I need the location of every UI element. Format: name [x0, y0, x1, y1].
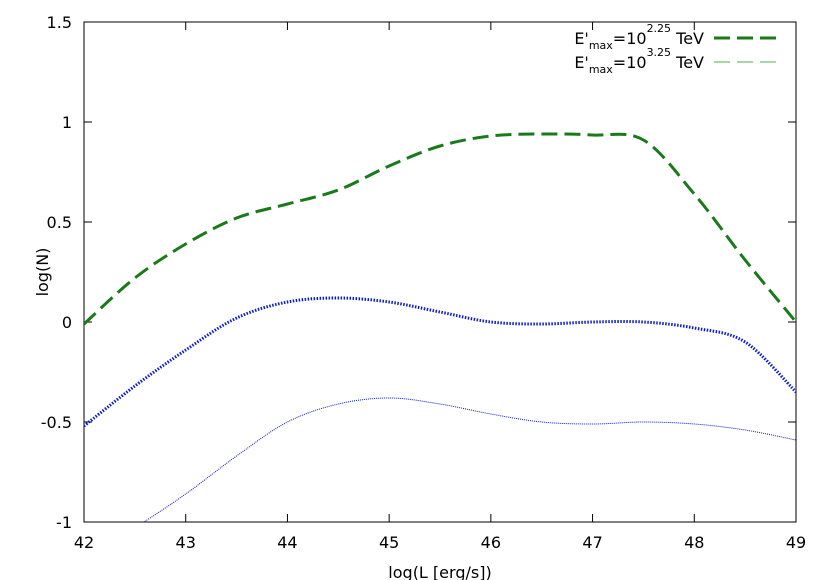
y-tick-label: 0 — [62, 313, 72, 332]
x-tick-label: 43 — [176, 533, 196, 552]
x-tick-label: 42 — [74, 533, 94, 552]
x-tick-label: 49 — [786, 533, 806, 552]
y-tick-label: 0.5 — [47, 213, 72, 232]
legend-label-1: E'max=102.25 TeV — [574, 22, 704, 52]
legend-label-2: E'max=103.25 TeV — [574, 46, 704, 76]
x-axis-title: log(L [erg/s]) — [388, 563, 491, 580]
y-tick-label: 1.5 — [47, 13, 72, 32]
y-tick-label: 1 — [62, 113, 72, 132]
axis-ticks: 42 43 44 45 46 47 48 49 -1 -0.5 0 0.5 1 1.5 — [41, 13, 806, 552]
series-line-2 — [84, 296, 796, 428]
x-tick-label: 47 — [582, 533, 602, 552]
x-tick-label: 48 — [684, 533, 704, 552]
y-axis-title: log(N) — [33, 248, 52, 297]
x-tick-label: 44 — [277, 533, 297, 552]
series-line-3 — [143, 397, 796, 522]
y-tick-label: -1 — [56, 513, 72, 532]
series-line-1 — [84, 132, 796, 326]
x-tick-label: 46 — [481, 533, 501, 552]
x-tick-label: 45 — [379, 533, 399, 552]
y-tick-label: -0.5 — [41, 413, 72, 432]
plot-frame — [83, 21, 797, 523]
series-layer — [84, 132, 796, 522]
